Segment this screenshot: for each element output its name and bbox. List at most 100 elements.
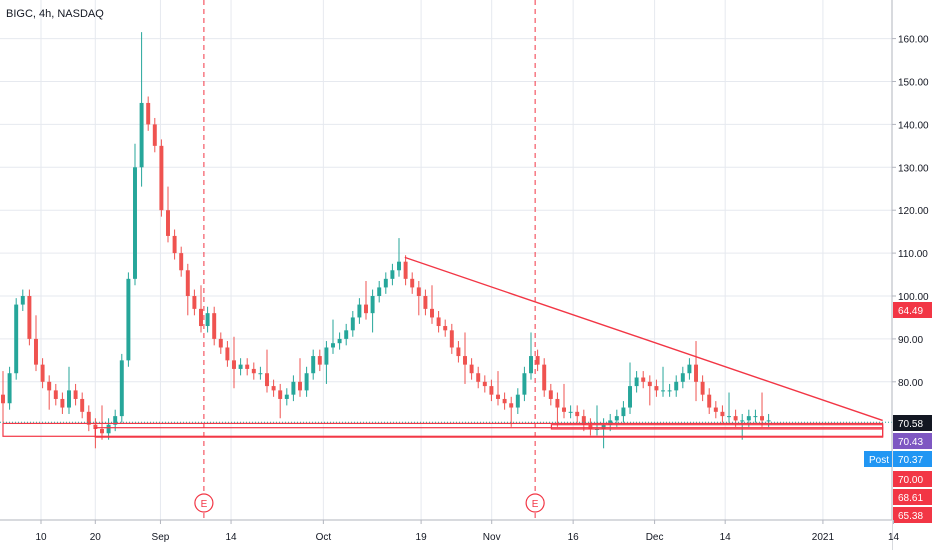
- x-tick-label: 16: [568, 532, 580, 543]
- candle-body: [403, 261, 408, 279]
- price-badge-bg: [893, 415, 932, 431]
- candle-body: [410, 278, 415, 288]
- candle: [47, 375, 52, 410]
- candle-body: [1, 394, 5, 404]
- candle-body: [344, 330, 349, 339]
- candle: [126, 272, 131, 367]
- x-tick-label: Dec: [646, 532, 664, 543]
- candle-body: [746, 416, 751, 421]
- price-badge-label: Post: [869, 455, 889, 466]
- earnings-marker[interactable]: E: [525, 493, 545, 513]
- candle: [1, 371, 5, 423]
- candle: [548, 383, 553, 406]
- support-box[interactable]: [94, 427, 884, 438]
- candle-body: [205, 313, 210, 327]
- candle-body: [753, 416, 758, 418]
- candle: [463, 332, 467, 384]
- candle: [80, 392, 85, 419]
- candle: [621, 401, 626, 423]
- earnings-marker-label: E: [532, 499, 539, 510]
- y-tick-label: 150.00: [898, 78, 929, 89]
- candle-body: [568, 411, 573, 413]
- candle-body: [423, 296, 428, 309]
- earnings-marker[interactable]: E: [194, 493, 214, 513]
- candle: [647, 375, 652, 406]
- candle-body: [760, 416, 764, 421]
- candle: [383, 272, 388, 294]
- candle: [344, 323, 349, 346]
- candle-body: [390, 270, 395, 279]
- candle-body: [661, 390, 665, 392]
- candle-body: [271, 386, 276, 391]
- candle-body: [225, 347, 230, 361]
- candle: [291, 375, 296, 402]
- candle-body: [707, 394, 712, 408]
- price-badge-bg: [893, 433, 932, 449]
- candle: [403, 255, 408, 286]
- candle: [700, 375, 705, 402]
- candle-body: [304, 373, 309, 391]
- candle-body: [100, 428, 104, 434]
- x-tick-label: 10: [35, 532, 47, 543]
- time-axis[interactable]: [0, 520, 892, 550]
- candle-body: [667, 390, 672, 392]
- candle-body: [232, 360, 236, 369]
- candle-body: [463, 356, 467, 365]
- candle-body: [34, 338, 38, 365]
- candle: [720, 405, 725, 423]
- candle-body: [7, 373, 12, 404]
- trendline[interactable]: [404, 256, 883, 422]
- price-badge: 70.00: [893, 471, 932, 487]
- candle: [100, 405, 104, 440]
- candle: [350, 311, 355, 337]
- candle-body: [119, 360, 124, 417]
- candle-body: [628, 386, 632, 408]
- candle: [258, 366, 263, 380]
- price-badge: 65.38: [893, 507, 932, 523]
- candle: [14, 298, 19, 380]
- candle: [377, 280, 382, 303]
- x-tick-label: Nov: [483, 532, 501, 543]
- symbol-title: BIGC, 4h, NASDAQ: [6, 8, 104, 20]
- candle-body: [443, 326, 448, 331]
- candle: [146, 96, 151, 131]
- candle: [515, 388, 520, 414]
- candle: [628, 362, 632, 414]
- candle-body: [634, 377, 639, 387]
- candle-body: [496, 394, 500, 399]
- candle-body: [27, 296, 32, 339]
- candle: [238, 358, 243, 376]
- price-badge: 70.58: [893, 415, 932, 431]
- price-badge-value: 70.37: [898, 455, 923, 466]
- candle-body: [674, 381, 679, 391]
- earnings-marker-circle: [525, 493, 545, 513]
- support-box[interactable]: [550, 424, 884, 430]
- y-tick-label: 140.00: [898, 120, 929, 131]
- candle: [27, 289, 32, 346]
- earnings-marker-label: E: [201, 499, 208, 510]
- candle-body: [86, 411, 91, 425]
- price-badge-bg: [893, 489, 932, 505]
- candle: [172, 229, 177, 260]
- candle-body: [284, 394, 289, 399]
- candle-body: [93, 424, 98, 429]
- x-tick-label: 2021: [812, 532, 835, 543]
- candle-body: [720, 411, 725, 417]
- candle-body: [740, 420, 745, 422]
- candle-body: [73, 390, 78, 399]
- candle: [476, 366, 481, 389]
- candle-body: [40, 364, 45, 382]
- price-badge: 70.43: [893, 433, 932, 449]
- candle-body: [529, 356, 533, 374]
- candle: [674, 375, 679, 397]
- candle-body: [337, 338, 342, 344]
- candle-body: [245, 364, 250, 369]
- candle: [218, 332, 223, 354]
- y-tick-label: 100.00: [898, 292, 929, 303]
- candle-body: [146, 102, 151, 125]
- candle: [727, 392, 731, 423]
- candle-body: [311, 356, 316, 374]
- candle: [588, 418, 593, 436]
- candle: [397, 238, 401, 277]
